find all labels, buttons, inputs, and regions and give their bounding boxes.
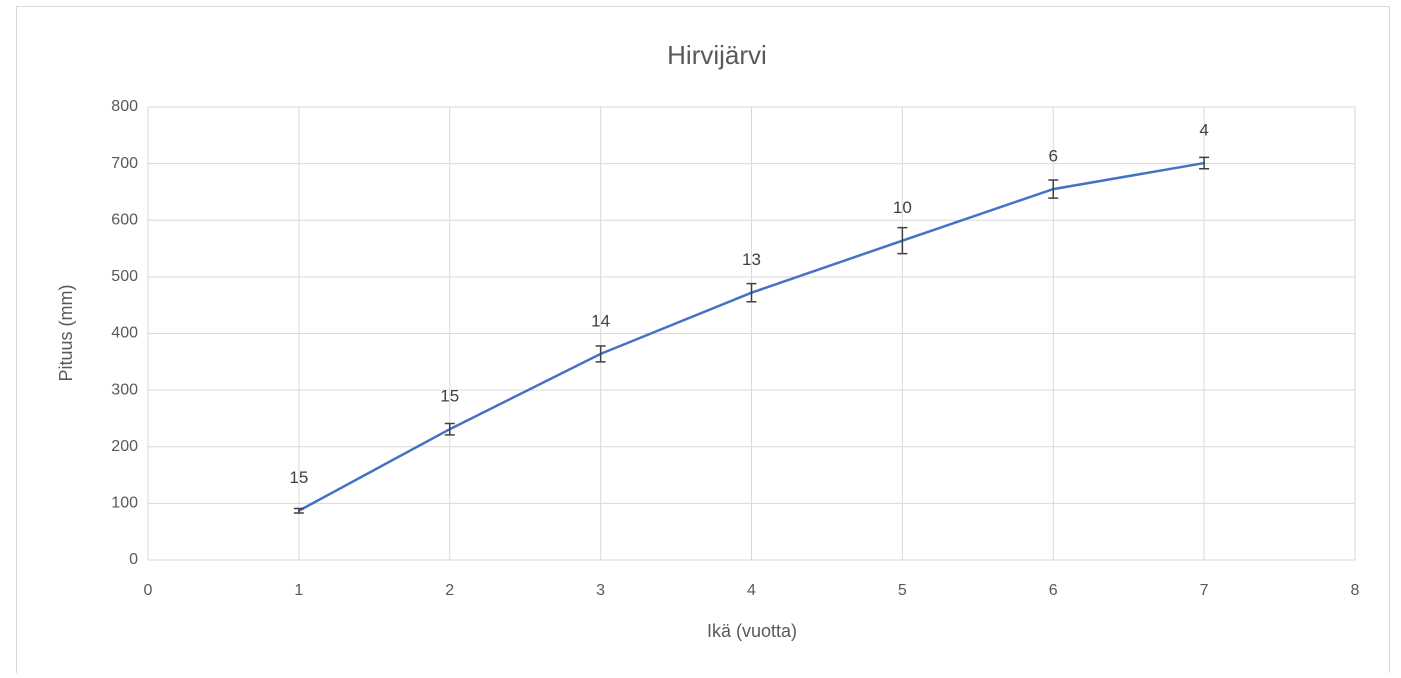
x-tick-label: 0 (144, 582, 153, 599)
y-tick-label: 200 (111, 438, 138, 455)
x-tick-label: 3 (596, 582, 605, 599)
x-tick-label: 1 (294, 582, 303, 599)
y-tick-label: 700 (111, 155, 138, 172)
x-axis-label: Ikä (vuotta) (707, 621, 797, 641)
chart-frame (16, 6, 1390, 678)
y-tick-label: 300 (111, 381, 138, 398)
chart-title: Hirvijärvi (667, 40, 767, 70)
x-tick-label: 6 (1049, 582, 1058, 599)
data-label: 15 (440, 387, 459, 406)
y-tick-label: 400 (111, 325, 138, 342)
y-tick-label: 500 (111, 268, 138, 285)
data-label: 15 (289, 468, 308, 487)
error-bar (1199, 156, 1210, 170)
x-tick-label: 8 (1351, 582, 1360, 599)
y-tick-label: 600 (111, 211, 138, 228)
x-tick-label: 2 (445, 582, 454, 599)
data-label: 10 (893, 198, 912, 217)
y-axis-label: Pituus (mm) (56, 284, 76, 381)
y-tick-label: 100 (111, 495, 138, 512)
error-bar (746, 282, 757, 303)
data-label: 4 (1199, 121, 1208, 140)
error-bar (595, 345, 606, 363)
y-tick-label: 0 (129, 551, 138, 568)
error-bar (1048, 179, 1059, 199)
x-tick-label: 7 (1200, 582, 1209, 599)
data-label: 6 (1049, 147, 1058, 166)
x-tick-label: 5 (898, 582, 907, 599)
error-bar (444, 422, 455, 436)
x-tick-label: 4 (747, 582, 756, 599)
y-tick-label: 800 (111, 98, 138, 115)
error-bar (293, 507, 304, 514)
data-label: 14 (591, 311, 610, 330)
error-bar (897, 226, 908, 255)
data-label: 13 (742, 250, 761, 269)
